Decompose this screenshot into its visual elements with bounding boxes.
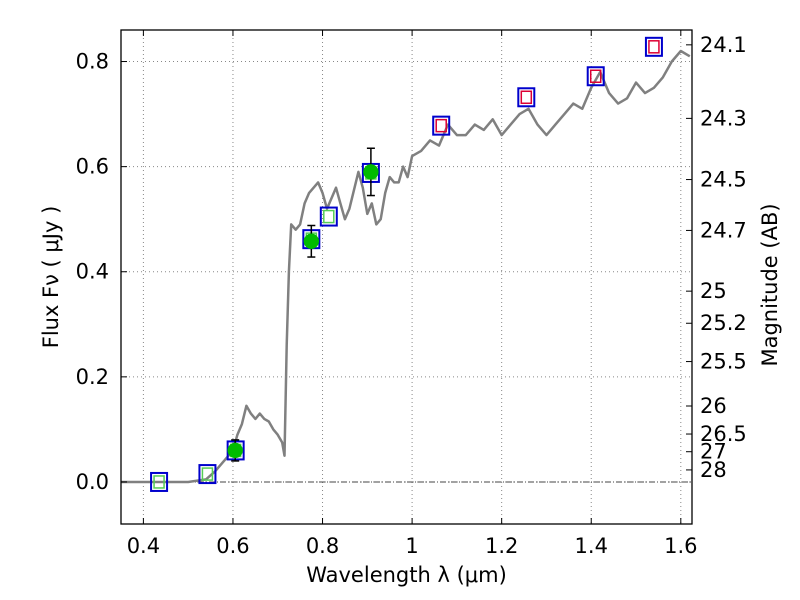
x-axis-label: Wavelength λ (μm) (306, 563, 507, 587)
x-tick-label: 1 (405, 534, 418, 558)
nir-photometry-inner (589, 69, 602, 83)
y-tick-label: 0.6 (76, 155, 109, 179)
model-photometry-inner (323, 209, 335, 224)
nir-photometry-inner (520, 90, 533, 105)
mag-tick-label: 24.1 (700, 33, 747, 57)
nir-photometry-box (432, 115, 451, 136)
mag-tick-label: 25.5 (700, 350, 747, 374)
nir-photometry-box (586, 66, 605, 87)
axis-ticks: 0.4 0.6 0.8 1 1.2 1.4 1.6 0.0 0.2 0.4 0.6 0.8 24.1 24… (76, 30, 747, 558)
model-photometry-inner (153, 475, 165, 489)
x-tick-label: 0.6 (216, 534, 249, 558)
observed-point (363, 164, 379, 180)
model-photometry-box (319, 206, 338, 227)
x-tick-label: 0.4 (127, 534, 160, 558)
model-photometry-inner (201, 467, 214, 481)
y2-axis-label: Magnitude (AB) (758, 203, 782, 366)
grid (121, 30, 692, 524)
mag-tick-label: 26.5 (700, 422, 747, 446)
observed-point (303, 233, 320, 250)
mag-tick-label: 24.3 (700, 106, 747, 130)
y-tick-label: 0.8 (76, 50, 109, 74)
nir-photometry-box (517, 87, 536, 108)
model-spectrum-line (121, 49, 691, 484)
mag-tick-label: 26 (700, 394, 727, 418)
photometry-layer (150, 36, 663, 492)
y-axis-label: Flux Fν ( μJy ) (39, 206, 63, 349)
mag-tick-label: 28 (700, 458, 727, 482)
model-spectrum-layer (121, 49, 691, 484)
x-tick-label: 1.4 (575, 534, 608, 558)
observed-point (227, 442, 243, 459)
y-tick-label: 0.4 (76, 260, 109, 284)
model-photometry-box (150, 471, 169, 492)
mag-tick-label: 25.2 (700, 311, 747, 335)
mag-tick-label: 24.7 (700, 218, 747, 242)
x-tick-label: 1.2 (485, 534, 518, 558)
nir-photometry-box (644, 36, 663, 57)
y-tick-label: 0.0 (76, 470, 109, 494)
model-photometry-box (198, 464, 217, 485)
y-tick-label: 0.2 (76, 365, 109, 389)
mag-tick-label: 24.5 (700, 168, 747, 192)
mag-tick-label: 25 (700, 279, 727, 303)
x-tick-label: 1.6 (664, 534, 697, 558)
x-tick-label: 0.8 (306, 534, 339, 558)
nir-photometry-inner (648, 40, 660, 54)
mag-tick-label: 27 (700, 440, 727, 464)
plot-frame (120, 29, 693, 525)
nir-photometry-inner (435, 118, 447, 133)
